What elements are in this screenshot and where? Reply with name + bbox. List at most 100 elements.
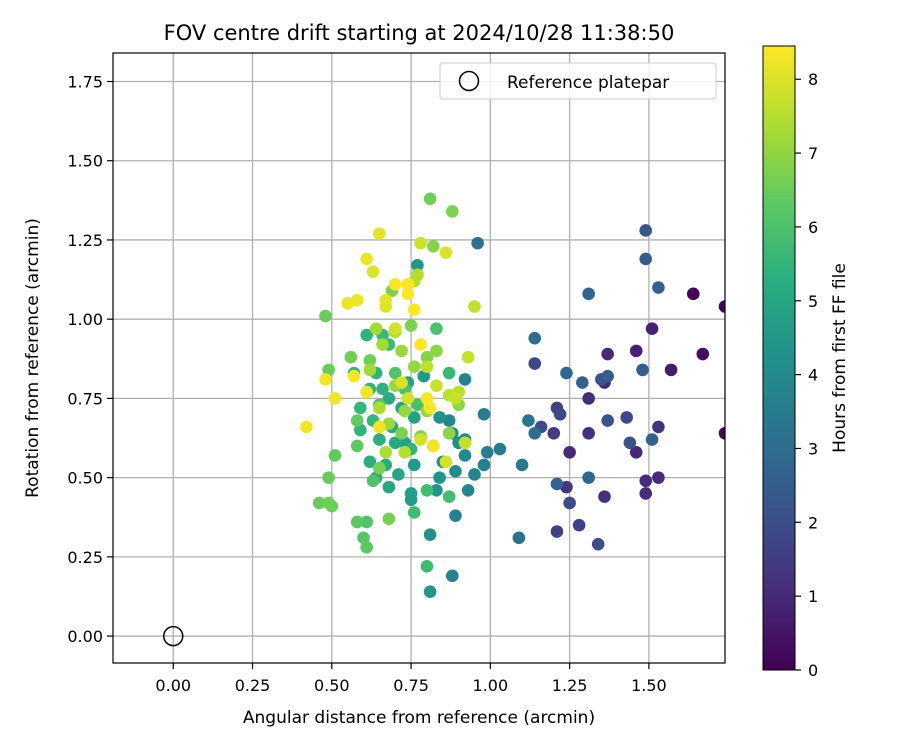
data-point [620,411,633,424]
data-point [461,350,475,364]
data-point [373,420,386,434]
data-point [388,366,402,380]
data-point [629,344,643,358]
data-point [461,483,475,497]
data-point [645,322,659,335]
colorbar-label: Hours from first FF file [830,263,850,453]
data-point [312,496,326,510]
data-point [366,265,380,278]
data-point [392,468,405,481]
data-points [300,192,725,599]
data-point [420,560,434,573]
data-point [407,458,421,472]
data-point [430,379,443,393]
data-point [442,414,456,427]
data-point [639,224,653,237]
data-point [407,411,421,424]
data-point [360,515,373,529]
data-point [563,445,576,459]
data-point [449,464,462,478]
data-point [363,354,377,367]
data-point [360,541,373,554]
x-tick-label: 1.00 [473,676,509,695]
data-point [322,471,335,484]
data-point [601,347,614,361]
data-point [458,449,472,462]
data-point [471,236,484,250]
data-point [515,458,529,472]
data-point [639,252,653,266]
data-point [563,496,576,510]
data-point [354,401,367,415]
data-point [420,350,434,364]
data-point [350,439,364,453]
data-point [582,471,595,484]
data-point [639,487,653,500]
data-point [582,287,595,301]
data-point [468,468,481,481]
data-point [449,392,462,405]
data-point [363,363,377,377]
data-point [407,360,421,374]
data-point [591,537,605,551]
x-axis-ticks: 0.00 0.25 0.50 0.75 1.00 1.25 1.50 [155,663,667,695]
data-point [373,433,386,446]
data-point [547,426,561,440]
data-point [357,531,370,545]
plot-frame [112,52,726,664]
x-tick-label: 1.50 [631,676,667,695]
data-point [522,414,535,427]
data-point [360,385,373,399]
data-point [382,392,396,405]
data-point [652,420,665,434]
data-point [360,328,373,342]
colorbar-tick-label: 6 [808,218,818,237]
x-tick-label: 1.25 [552,676,588,695]
data-point [354,423,367,437]
data-point [468,300,481,313]
data-point [629,445,643,459]
data-point [560,480,573,494]
y-tick-label: 0.00 [67,627,103,646]
data-point [395,376,408,389]
data-point [411,398,424,412]
data-point [686,287,700,301]
data-point [328,449,342,462]
data-point [423,192,437,206]
data-point [366,474,380,488]
legend-marker [458,70,480,92]
data-point [553,407,567,421]
data-point [401,278,415,291]
data-point [449,509,462,522]
data-point [420,360,434,374]
x-tick-label: 0.50 [314,676,350,695]
data-point [528,426,542,440]
colorbar-tick-label: 2 [808,513,818,532]
data-point [344,350,358,364]
data-point [718,426,725,440]
y-tick-label: 1.75 [67,73,103,92]
data-point [423,585,437,599]
data-point [382,480,396,494]
data-point [652,471,665,484]
colorbar-tick-label: 1 [808,587,818,606]
data-point [645,433,659,446]
colorbar-tick-label: 0 [808,661,818,680]
data-point [550,477,564,491]
data-point [664,363,678,377]
x-tick-label: 0.25 [235,676,271,695]
data-point [423,528,437,541]
data-point [376,338,389,351]
legend-label: Reference platepar [507,73,669,93]
data-point [373,461,386,475]
data-point [414,433,427,446]
x-tick-label: 0.00 [155,676,191,695]
data-point [601,369,614,383]
data-point [411,259,424,272]
data-point [445,569,459,583]
data-point [379,445,393,459]
data-point [341,297,354,310]
data-point [404,319,418,332]
data-point [528,331,542,345]
